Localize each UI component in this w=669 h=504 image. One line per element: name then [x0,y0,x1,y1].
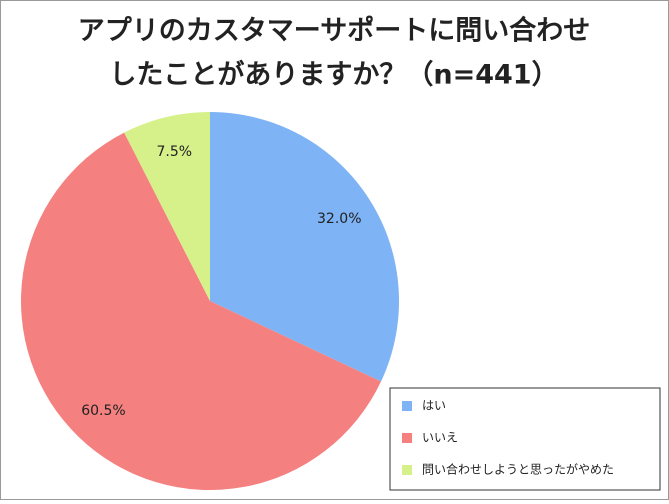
pie-slice [124,112,210,301]
data-label: 7.5% [156,144,192,160]
legend-label: はい [422,399,446,413]
pie-slice [20,132,382,490]
legend-swatch [402,401,412,411]
legend-box [389,387,661,491]
legend-swatch [402,465,412,475]
pie-slice [210,112,399,382]
legend-label: いいえ [422,431,458,445]
chart-title: したことがありますか？（n=441） [109,59,558,91]
chart-title: アプリのカスタマーサポートに問い合わせ [78,15,590,47]
data-label: 60.5% [81,403,125,419]
data-label: 32.0% [317,211,361,227]
legend-swatch [402,433,412,443]
legend-label: 問い合わせしようと思ったがやめた [422,462,614,477]
